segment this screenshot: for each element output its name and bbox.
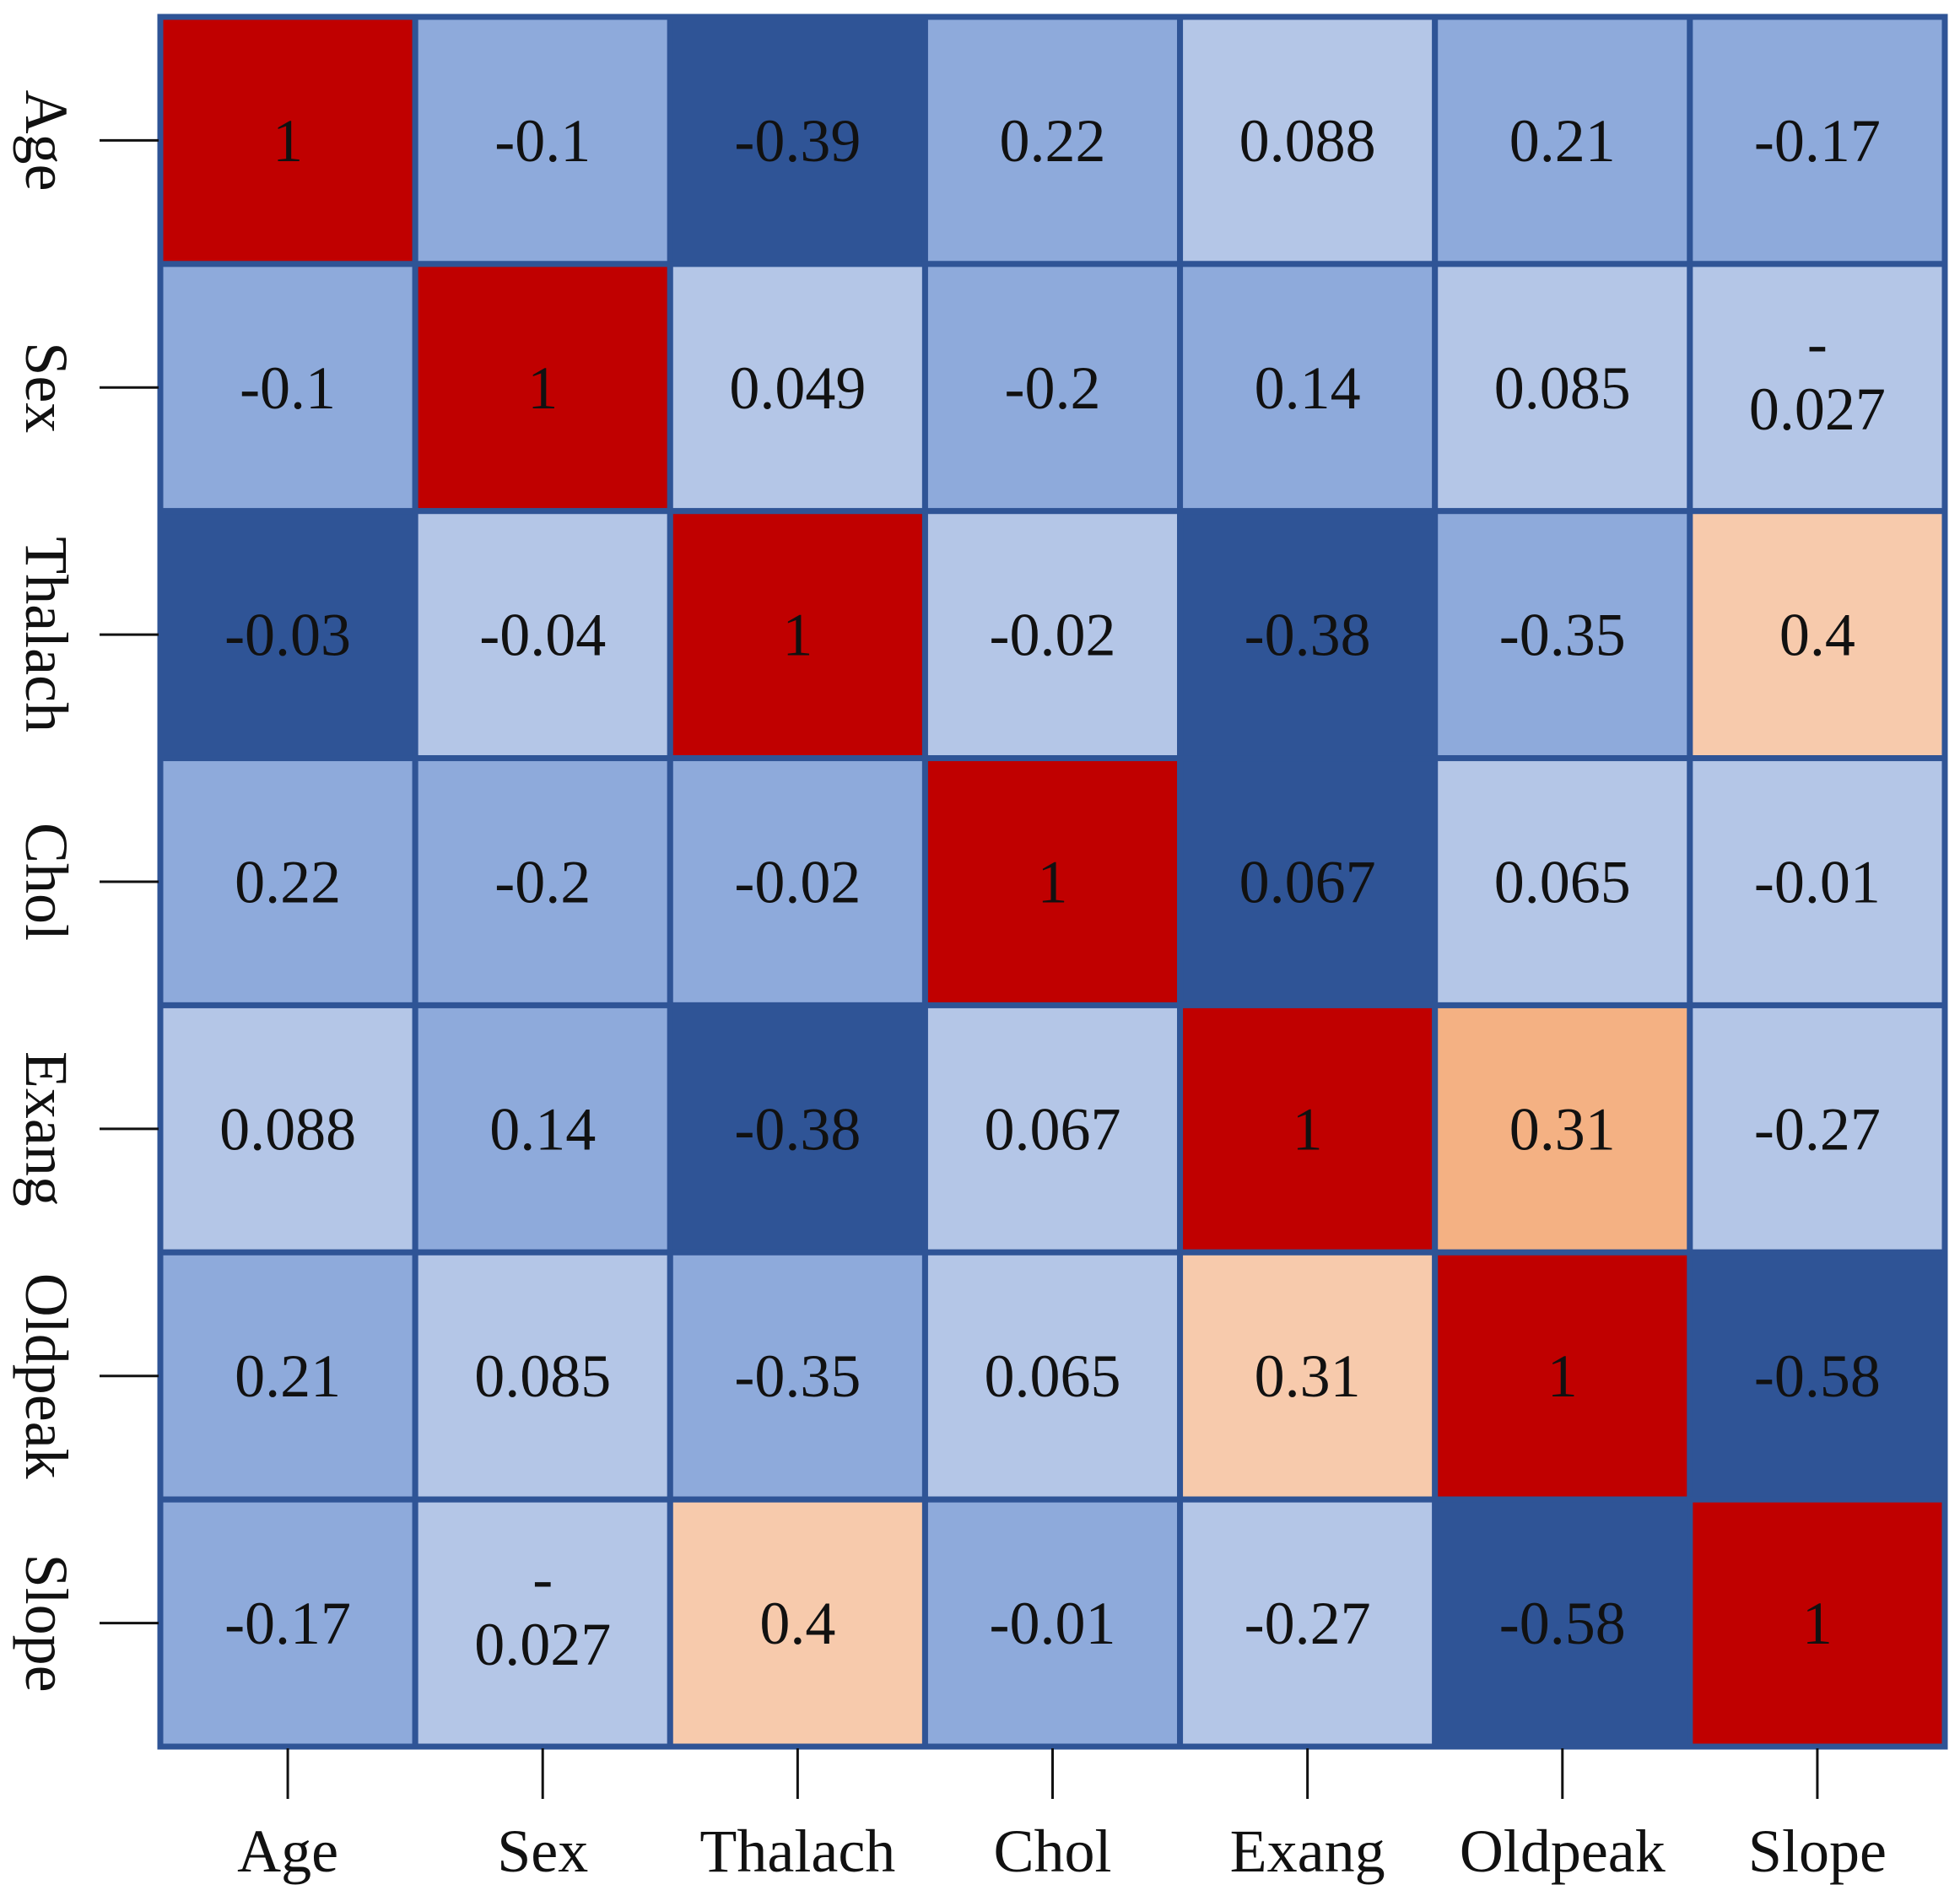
cell-label-oldpeak-slope: -0.58 (1754, 1342, 1881, 1410)
y-tick-label-slope: Slope (13, 1554, 80, 1693)
x-tick-label-chol: Chol (993, 1817, 1111, 1885)
heatmap-cell-chol-slope (1687, 755, 1948, 1008)
cell-label-slope-sex: -0.027 (474, 1545, 611, 1678)
x-tick-label-slope: Slope (1748, 1817, 1887, 1885)
heatmap-cell-chol-sex (412, 755, 673, 1008)
cell-label-thalach-oldpeak: -0.35 (1499, 602, 1626, 669)
heatmap-cell-exang-thalach (667, 1002, 928, 1256)
y-tick-label-exang: Exang (13, 1051, 80, 1207)
heatmap-cell-slope-slope (1687, 1496, 1948, 1750)
cell-label-slope-thalach: 0.4 (759, 1590, 835, 1657)
y-tick-label-sex: Sex (13, 342, 80, 433)
cell-label-oldpeak-age: 0.21 (235, 1342, 341, 1410)
cell-label-oldpeak-oldpeak: 1 (1547, 1342, 1578, 1410)
x-tick-label-age: Age (237, 1817, 338, 1885)
heatmap-cell-thalach-exang (1177, 508, 1439, 762)
x-axis: Age Sex Thalach Chol Exang Oldpeak Slope (237, 1748, 1887, 1885)
cell-label-chol-exang: 0.067 (1239, 848, 1376, 915)
heatmap-cell-exang-exang (1177, 1002, 1439, 1256)
heatmap-cell-thalach-sex (412, 508, 673, 762)
cell-label-chol-thalach: -0.02 (734, 848, 861, 915)
cell-label-oldpeak-exang: 0.31 (1255, 1342, 1361, 1410)
y-tick-label-thalach: Thalach (13, 537, 80, 732)
cell-label-slope-exang: -0.27 (1245, 1590, 1371, 1657)
heatmap-cell-slope-oldpeak (1432, 1496, 1693, 1750)
heatmap-cell-sex-exang (1177, 261, 1439, 515)
y-tick-label-chol: Chol (13, 823, 80, 941)
cell-label-age-sex: -0.1 (494, 107, 591, 175)
heatmap-cell-oldpeak-sex (412, 1249, 673, 1503)
x-tick-label-exang: Exang (1230, 1817, 1385, 1885)
heatmap-cell-chol-oldpeak (1432, 755, 1693, 1008)
x-tick-label-thalach: Thalach (699, 1817, 895, 1885)
heatmap-cell-thalach-chol (921, 508, 1184, 762)
cell-label-exang-slope: -0.27 (1754, 1095, 1881, 1163)
cell-label-chol-oldpeak: 0.065 (1494, 848, 1631, 915)
heatmap-cell-chol-age (157, 755, 418, 1008)
heatmap-cell-age-oldpeak (1432, 14, 1693, 267)
heatmap-border (157, 14, 1948, 1750)
cell-label-age-age: 1 (273, 107, 303, 175)
cell-label-age-exang: 0.088 (1239, 107, 1376, 175)
cell-label-oldpeak-chol: 0.065 (985, 1342, 1121, 1410)
cell-label-thalach-exang: -0.38 (1245, 602, 1371, 669)
cell-label-exang-exang: 1 (1293, 1095, 1323, 1163)
cell-label-exang-oldpeak: 0.31 (1509, 1095, 1616, 1163)
cell-label-sex-oldpeak: 0.085 (1494, 354, 1631, 422)
cell-label-age-oldpeak: 0.21 (1509, 107, 1616, 175)
cell-label-exang-chol: 0.067 (985, 1095, 1121, 1163)
cell-label-oldpeak-thalach: -0.35 (734, 1342, 861, 1410)
cell-label-slope-oldpeak: -0.58 (1499, 1590, 1626, 1657)
cell-label-sex-sex: 1 (527, 354, 558, 422)
cell-label-thalach-sex: -0.04 (479, 602, 606, 669)
cell-label-oldpeak-sex: 0.085 (474, 1342, 611, 1410)
cell-label-chol-chol: 1 (1038, 848, 1068, 915)
x-tick-label-sex: Sex (497, 1817, 588, 1885)
x-tick-label-oldpeak: Oldpeak (1460, 1817, 1666, 1885)
y-tick-label-age: Age (13, 89, 80, 191)
heatmap-cell-age-age (157, 14, 418, 267)
cell-label-thalach-slope: 0.4 (1779, 602, 1855, 669)
cell-label-thalach-thalach: 1 (782, 602, 813, 669)
heatmap-cells: 1 -0.1 -0.39 0.22 0.088 0.21 -0.17 -0.1 1 0.049 -0… (157, 14, 1948, 1750)
cell-label-slope-slope: 1 (1802, 1590, 1833, 1657)
heatmap-cell-exang-slope (1687, 1002, 1948, 1256)
heatmap-cell-chol-exang (1177, 755, 1439, 1008)
heatmap-cell-thalach-oldpeak (1432, 508, 1693, 762)
heatmap-cell-slope-chol (921, 1496, 1184, 1750)
cell-label-slope-chol: -0.01 (990, 1590, 1116, 1657)
cell-label-exang-age: 0.088 (219, 1095, 356, 1163)
cell-label-exang-thalach: -0.38 (734, 1095, 861, 1163)
heatmap-cell-exang-oldpeak (1432, 1002, 1693, 1256)
heatmap-cell-sex-thalach (667, 261, 928, 515)
y-tick-label-oldpeak: Oldpeak (13, 1273, 80, 1479)
heatmap-cell-age-sex (412, 14, 673, 267)
cell-label-sex-exang: 0.14 (1255, 354, 1361, 422)
cell-label-sex-age: -0.1 (240, 354, 336, 422)
cell-label-age-chol: 0.22 (1000, 107, 1106, 175)
cell-label-slope-age: -0.17 (224, 1590, 351, 1657)
cell-label-sex-chol: -0.2 (1005, 354, 1101, 422)
cell-label-chol-slope: -0.01 (1754, 848, 1881, 915)
cell-label-age-slope: -0.17 (1754, 107, 1881, 175)
heatmap-cell-chol-chol (921, 755, 1184, 1008)
cell-label-thalach-chol: -0.02 (990, 602, 1116, 669)
cell-label-exang-sex: 0.14 (489, 1095, 596, 1163)
cell-label-age-thalach: -0.39 (734, 107, 861, 175)
heatmap-cell-thalach-thalach (667, 508, 928, 762)
y-axis: Age Sex Thalach Chol Exang Oldpeak Slope (13, 89, 159, 1693)
cell-label-sex-thalach: 0.049 (729, 354, 866, 422)
heatmap-cell-sex-slope (1687, 261, 1948, 515)
cell-label-chol-age: 0.22 (235, 848, 341, 915)
cell-label-chol-sex: -0.2 (494, 848, 591, 915)
cell-label-thalach-age: -0.03 (224, 602, 351, 669)
cell-label-sex-slope: -0.027 (1749, 310, 1886, 443)
